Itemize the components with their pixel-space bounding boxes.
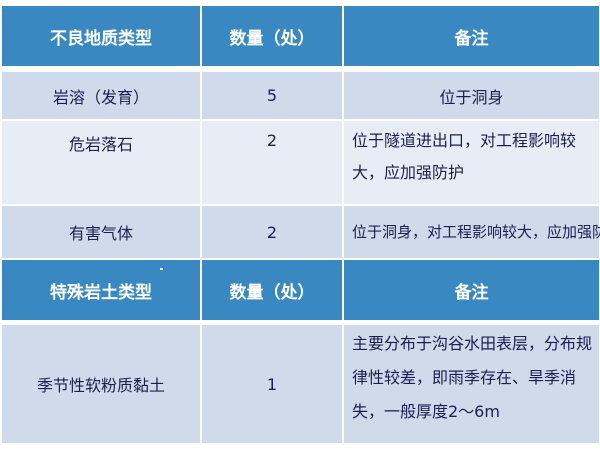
count-cell: 1 [202,325,344,443]
header-cell: 特殊岩土类型 [2,260,202,320]
note-cell: 位于洞身，对工程影响较大，应加强防护 [352,223,600,241]
count-cell: 5 [202,72,344,119]
stray-mark [160,268,163,270]
note-cell: 位于洞身 [439,87,504,107]
table-row: 有害气体 2 位于洞身，对工程影响较大，应加强防护 [2,206,600,258]
count-cell: 2 [202,206,344,258]
table-row: 危岩落石 2 位于隧道进出口，对工程影响较大，应加强防护 [2,121,599,204]
header-cell: 备注 [454,282,489,303]
type-cell: 危岩落石 [2,121,202,204]
table-row: 岩溶（发育） 5 位于洞身 [2,72,599,119]
header-cell: 数量（处） [202,6,344,66]
table-row: 季节性软粉质黏土 1 主要分布于沟谷水田表层，分布规律性较差，即雨季存在、旱季消… [2,325,599,443]
header-cell: 不良地质类型 [2,6,202,66]
table1-header-row: 不良地质类型 数量（处） 备注 [2,6,599,66]
type-cell: 岩溶（发育） [2,72,202,119]
type-cell: 有害气体 [2,206,202,258]
table2-header-row: 特殊岩土类型 数量（处） 备注 [2,260,599,320]
header-cell: 数量（处） [202,260,344,320]
count-cell: 2 [202,121,344,204]
note-cell: 主要分布于沟谷水田表层，分布规律性较差，即雨季存在、旱季消失，一般厚度2～6m [352,334,593,421]
header-cell: 备注 [454,28,489,49]
note-cell: 位于隧道进出口，对工程影响较大，应加强防护 [352,131,577,182]
type-cell: 季节性软粉质黏土 [2,325,202,443]
